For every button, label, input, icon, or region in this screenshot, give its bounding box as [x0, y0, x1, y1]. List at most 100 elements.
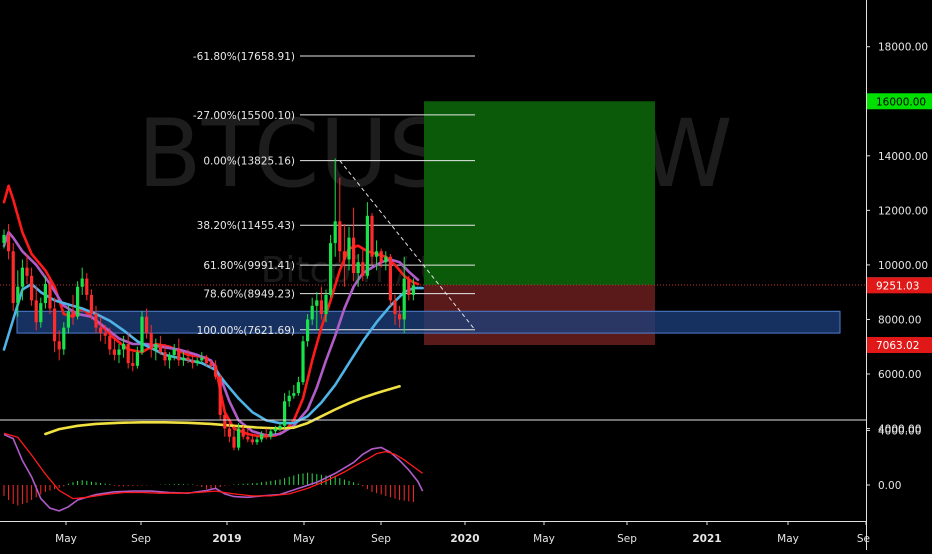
- time-tick-label: May: [293, 533, 315, 545]
- candle-body: [158, 344, 162, 353]
- candle-body: [11, 251, 15, 304]
- candle-body: [283, 401, 287, 426]
- price-tick-label: 18000.00: [878, 42, 928, 54]
- fib-label: 78.60%(8949.23): [203, 289, 295, 301]
- time-tick-label: 2020: [450, 533, 479, 545]
- candle-body: [163, 352, 167, 361]
- candle-body: [34, 300, 38, 323]
- candle-body: [177, 349, 181, 361]
- candle-body: [260, 434, 264, 440]
- candle-body: [112, 349, 116, 355]
- candle-body: [361, 262, 365, 276]
- candle-body: [237, 428, 241, 448]
- trendline-dashed: [339, 160, 476, 331]
- price-tag-label: 9251.03: [876, 280, 919, 292]
- price-tick-label: 14000.00: [878, 151, 928, 163]
- candle-body: [135, 352, 139, 366]
- price-tag[interactable]: [867, 277, 932, 294]
- candle-body: [30, 275, 34, 301]
- candle-body: [218, 376, 222, 415]
- fib-retracement[interactable]: -61.80%(17658.91) -27.00%(15500.10) 0.00%(…: [0, 51, 866, 337]
- candle-body: [347, 237, 351, 260]
- fib-label: 0.00%(13825.16): [203, 156, 295, 168]
- support-zone[interactable]: [16, 310, 841, 334]
- candle-body: [393, 300, 397, 314]
- candle-body: [333, 221, 337, 244]
- candle-body: [140, 316, 144, 353]
- candle-body: [71, 311, 75, 317]
- candle-body: [7, 234, 11, 252]
- profit-zone: [424, 101, 655, 286]
- candle-body: [375, 251, 379, 257]
- candle-body: [53, 308, 57, 342]
- time-tick-label: Sep: [371, 533, 391, 545]
- candle-body: [168, 354, 172, 361]
- candle-body: [296, 382, 300, 394]
- time-tick-label: May: [777, 533, 799, 545]
- fib-label: -61.80%(17658.91): [193, 51, 295, 63]
- fib-label: -27.00%(15500.10): [193, 110, 295, 122]
- candle-body: [145, 316, 149, 334]
- candle-body: [287, 395, 291, 402]
- macd-line: [3, 433, 424, 512]
- candle-body: [99, 327, 103, 334]
- candle-body: [315, 300, 319, 306]
- candle-body: [25, 267, 29, 276]
- candle-body: [122, 344, 126, 350]
- candle-body: [16, 286, 20, 304]
- position-tool[interactable]: [424, 101, 655, 346]
- candle-body: [223, 414, 227, 429]
- candle-body: [411, 285, 415, 295]
- moving-average-line: [2, 184, 420, 438]
- candle-body: [324, 294, 328, 314]
- candle-body: [195, 360, 199, 364]
- candle-body: [319, 300, 323, 314]
- candle-body: [338, 221, 342, 252]
- price-tag[interactable]: [867, 93, 932, 110]
- candle-body: [278, 425, 282, 429]
- candle-body: [43, 284, 47, 304]
- price-tick-label: 12000.00: [878, 205, 928, 217]
- candle-body: [94, 314, 98, 328]
- oscillator-pane: [0, 419, 932, 512]
- candle-body: [204, 357, 208, 364]
- candle-body: [264, 434, 268, 437]
- candle-body: [379, 251, 383, 263]
- candle-body: [365, 215, 369, 276]
- price-tag[interactable]: [867, 337, 932, 354]
- candle-body: [232, 436, 236, 448]
- candle-body: [356, 262, 360, 274]
- candle-body: [370, 215, 374, 257]
- candle-body: [154, 344, 158, 350]
- candle-body: [301, 341, 305, 383]
- candle-body: [2, 234, 6, 244]
- candle-body: [103, 333, 107, 336]
- candle-body: [273, 428, 277, 432]
- candle-body: [398, 314, 402, 320]
- candles: [2, 158, 415, 451]
- moving-average-line: [2, 282, 424, 425]
- candle-body: [329, 243, 333, 295]
- price-axis-background: [866, 0, 932, 550]
- support-zone-rect: [16, 310, 841, 334]
- candle-body: [186, 357, 190, 361]
- fib-label: 38.20%(11455.43): [197, 220, 295, 232]
- signal-line: [3, 432, 423, 500]
- candle-body: [407, 278, 411, 295]
- candle-body: [246, 436, 250, 440]
- trendline[interactable]: [339, 160, 476, 331]
- time-tick-label: 2021: [692, 533, 721, 545]
- price-tick-label: 8000.00: [878, 314, 921, 326]
- price-tag-label: 16000.00: [876, 96, 926, 108]
- candle-body: [200, 357, 204, 361]
- candle-body: [255, 439, 259, 443]
- fib-label: 61.80%(9991.41): [203, 260, 295, 272]
- candle-body: [108, 335, 112, 350]
- candle-body: [20, 267, 24, 287]
- candle-body: [62, 327, 66, 350]
- price-tag-label: 7063.02: [876, 340, 919, 352]
- candle-body: [66, 311, 70, 328]
